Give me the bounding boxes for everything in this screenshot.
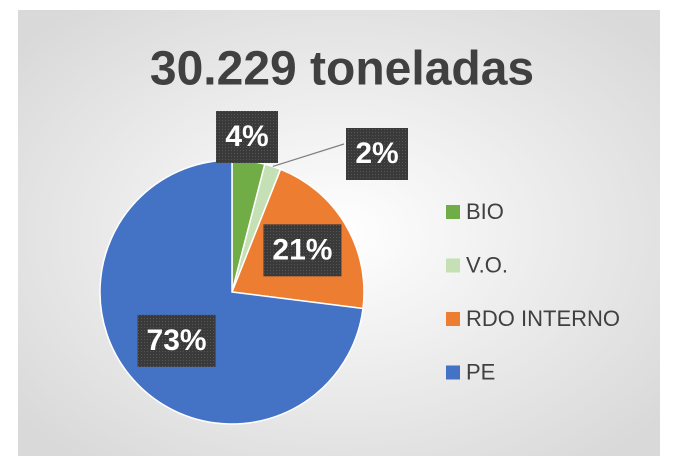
data-label-box xyxy=(346,128,408,180)
data-label: 21% xyxy=(272,233,332,266)
legend-swatch xyxy=(446,205,460,219)
data-label: 2% xyxy=(355,137,398,170)
legend-label: RDO INTERNO xyxy=(466,306,620,331)
legend-label: BIO xyxy=(466,199,504,224)
data-label-box xyxy=(263,224,342,277)
data-label-box xyxy=(137,314,216,367)
legend-label: PE xyxy=(466,359,495,384)
leader-line xyxy=(272,143,345,168)
legend-swatch xyxy=(446,258,460,273)
legend-label: V.O. xyxy=(466,252,508,277)
legend-swatch xyxy=(446,365,460,380)
chart-title: 30.229 toneladas xyxy=(150,43,534,96)
legend-swatch xyxy=(446,312,460,326)
data-label-box xyxy=(216,111,278,163)
data-label: 73% xyxy=(147,324,207,357)
data-label: 4% xyxy=(225,120,268,153)
